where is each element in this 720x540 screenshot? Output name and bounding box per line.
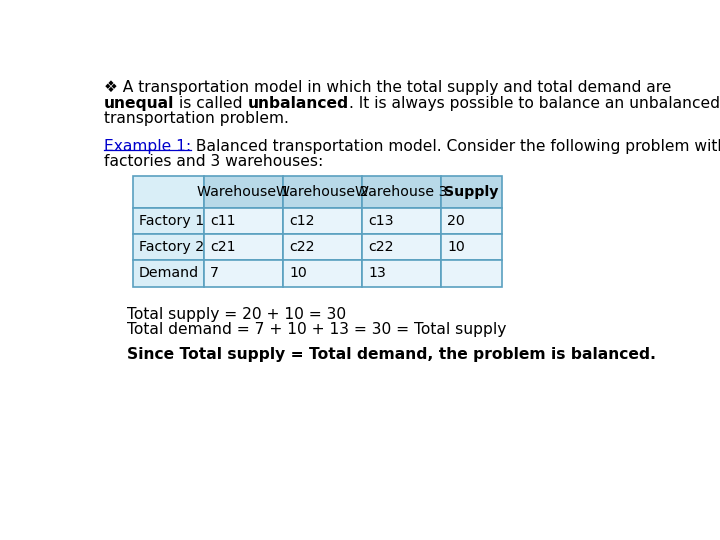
Text: 10: 10 [289, 266, 307, 280]
Bar [283, 234, 362, 260]
Bar [362, 234, 441, 260]
Text: Since Total supply = Total demand, the problem is balanced.: Since Total supply = Total demand, the p… [127, 347, 656, 362]
Bar [441, 176, 502, 208]
Text: factories and 3 warehouses:: factories and 3 warehouses: [104, 154, 323, 169]
Bar [441, 208, 502, 234]
Bar [204, 234, 283, 260]
Text: Demand: Demand [139, 266, 199, 280]
Text: is called: is called [174, 96, 248, 111]
Text: Balanced transportation model. Consider the following problem with 2: Balanced transportation model. Consider … [191, 139, 720, 154]
Text: 20: 20 [447, 214, 465, 228]
Text: 13: 13 [368, 266, 386, 280]
Text: . It is always possible to balance an unbalanced: . It is always possible to balance an un… [348, 96, 720, 111]
Text: Factory 2: Factory 2 [139, 240, 204, 254]
Text: Warehouse 1: Warehouse 1 [197, 185, 289, 199]
Text: c11: c11 [210, 214, 235, 228]
Bar [204, 208, 283, 234]
Bar [362, 176, 441, 208]
Text: unequal: unequal [104, 96, 174, 111]
Bar [362, 260, 441, 287]
Bar [132, 208, 204, 234]
Text: Warehouse 3: Warehouse 3 [355, 185, 448, 199]
Bar [441, 234, 502, 260]
Text: 7: 7 [210, 266, 219, 280]
Bar [283, 176, 362, 208]
Bar [132, 176, 204, 208]
Text: Total supply = 20 + 10 = 30: Total supply = 20 + 10 = 30 [127, 307, 346, 322]
Bar [132, 234, 204, 260]
Text: ❖ A transportation model in which the total supply and total demand are: ❖ A transportation model in which the to… [104, 80, 671, 95]
Text: Total demand = 7 + 10 + 13 = 30 = Total supply: Total demand = 7 + 10 + 13 = 30 = Total … [127, 322, 507, 337]
Bar [441, 260, 502, 287]
Text: Supply: Supply [444, 185, 498, 199]
Bar [283, 260, 362, 287]
Text: unbalanced: unbalanced [248, 96, 348, 111]
Text: Factory 1: Factory 1 [139, 214, 204, 228]
Bar [204, 260, 283, 287]
Text: 10: 10 [447, 240, 465, 254]
Bar [283, 208, 362, 234]
Text: Example 1:: Example 1: [104, 139, 191, 154]
Text: c21: c21 [210, 240, 235, 254]
Bar [132, 260, 204, 287]
Bar [204, 176, 283, 208]
Text: transportation problem.: transportation problem. [104, 111, 289, 126]
Text: c12: c12 [289, 214, 315, 228]
Text: Warehouse 2: Warehouse 2 [276, 185, 369, 199]
Text: c22: c22 [289, 240, 315, 254]
Text: c13: c13 [368, 214, 394, 228]
Text: c22: c22 [368, 240, 394, 254]
Bar [362, 208, 441, 234]
